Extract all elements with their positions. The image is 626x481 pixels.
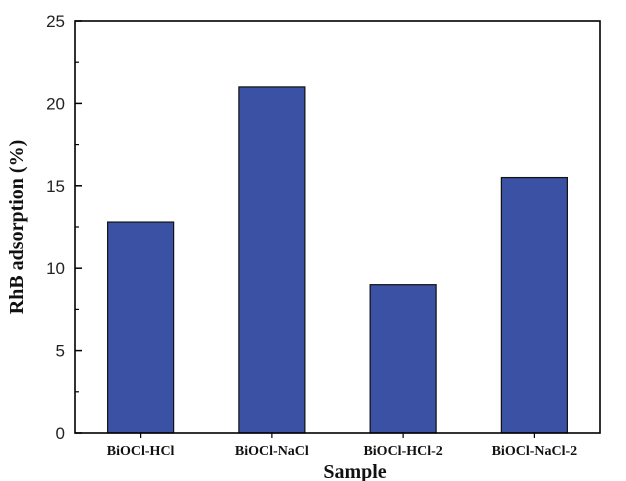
y-tick-label: 10: [46, 259, 65, 278]
bar-biocl-hcl-2: [369, 284, 437, 434]
plot-frame: [74, 20, 601, 434]
bars-group: [107, 86, 568, 434]
x-category-label: BiOCl-NaCl: [235, 444, 309, 459]
bar-biocl-hcl: [107, 221, 175, 434]
x-category-label: BiOCl-HCl-2: [363, 444, 442, 459]
y-axis-title: RhB adsorption (%): [6, 140, 28, 314]
x-category-labels: BiOCl-HCl BiOCl-NaCl BiOCl-HCl-2 BiOCl-NaCl…: [107, 433, 577, 459]
bar-biocl-nacl: [238, 86, 306, 434]
y-tick-label: 0: [56, 424, 65, 443]
x-category-label: BiOCl-HCl: [107, 444, 175, 459]
y-tick-label: 5: [56, 342, 65, 361]
x-axis-title: Sample: [323, 461, 386, 481]
y-tick-label: 15: [46, 177, 65, 196]
bar-biocl-nacl-2: [500, 176, 568, 434]
y-ticks-group: 0 5 10 15 20 25: [46, 12, 82, 443]
x-category-label: BiOCl-NaCl-2: [492, 444, 578, 459]
y-tick-label: 25: [46, 12, 65, 31]
y-tick-label: 20: [46, 94, 65, 113]
